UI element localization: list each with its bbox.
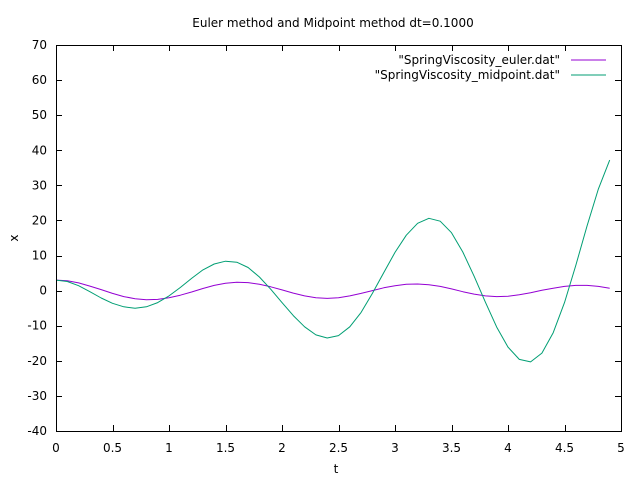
x-tick-label: 0.5 <box>103 441 122 455</box>
x-axis: 0 0.5 1 1.5 2 2.5 3 3.5 4 4.5 5 <box>52 45 625 455</box>
x-tick-label: 0 <box>52 441 60 455</box>
y-axis: -40 -30 -20 -10 0 10 20 30 40 50 60 70 <box>27 38 621 438</box>
x-tick-label: 5 <box>617 441 625 455</box>
series-layer <box>55 159 611 363</box>
x-tick-label: 1 <box>165 441 173 455</box>
chart-title: Euler method and Midpoint method dt=0.10… <box>192 16 473 30</box>
series-line-0 <box>55 279 610 301</box>
x-tick-label: 4 <box>504 441 512 455</box>
y-tick-label: 0 <box>39 284 47 298</box>
y-tick-label: -10 <box>27 319 47 333</box>
y-tick-label: 40 <box>32 143 47 157</box>
series-line-1 <box>55 159 611 363</box>
y-tick-label: 10 <box>32 249 47 263</box>
x-tick-label: 3.5 <box>442 441 461 455</box>
legend-label: "SpringViscosity_euler.dat" <box>398 53 560 67</box>
x-tick-label: 4.5 <box>555 441 574 455</box>
y-axis-label: x <box>7 234 21 241</box>
y-tick-label: 30 <box>32 178 47 192</box>
y-tick-label: 20 <box>32 213 47 227</box>
x-tick-label: 3 <box>391 441 399 455</box>
plot-frame <box>56 45 622 432</box>
y-tick-label: -20 <box>27 354 47 368</box>
x-axis-label: t <box>334 462 339 476</box>
x-tick-label: 2.5 <box>329 441 348 455</box>
y-tick-label: 70 <box>32 38 47 52</box>
y-tick-label: -30 <box>27 389 47 403</box>
x-tick-label: 2 <box>278 441 286 455</box>
y-tick-label: 60 <box>32 73 47 87</box>
y-tick-label: -40 <box>27 424 47 438</box>
y-tick-label: 50 <box>32 108 47 122</box>
x-tick-label: 1.5 <box>216 441 235 455</box>
legend-label: "SpringViscosity_midpoint.dat" <box>375 68 560 82</box>
legend: "SpringViscosity_euler.dat""SpringViscos… <box>375 53 606 82</box>
